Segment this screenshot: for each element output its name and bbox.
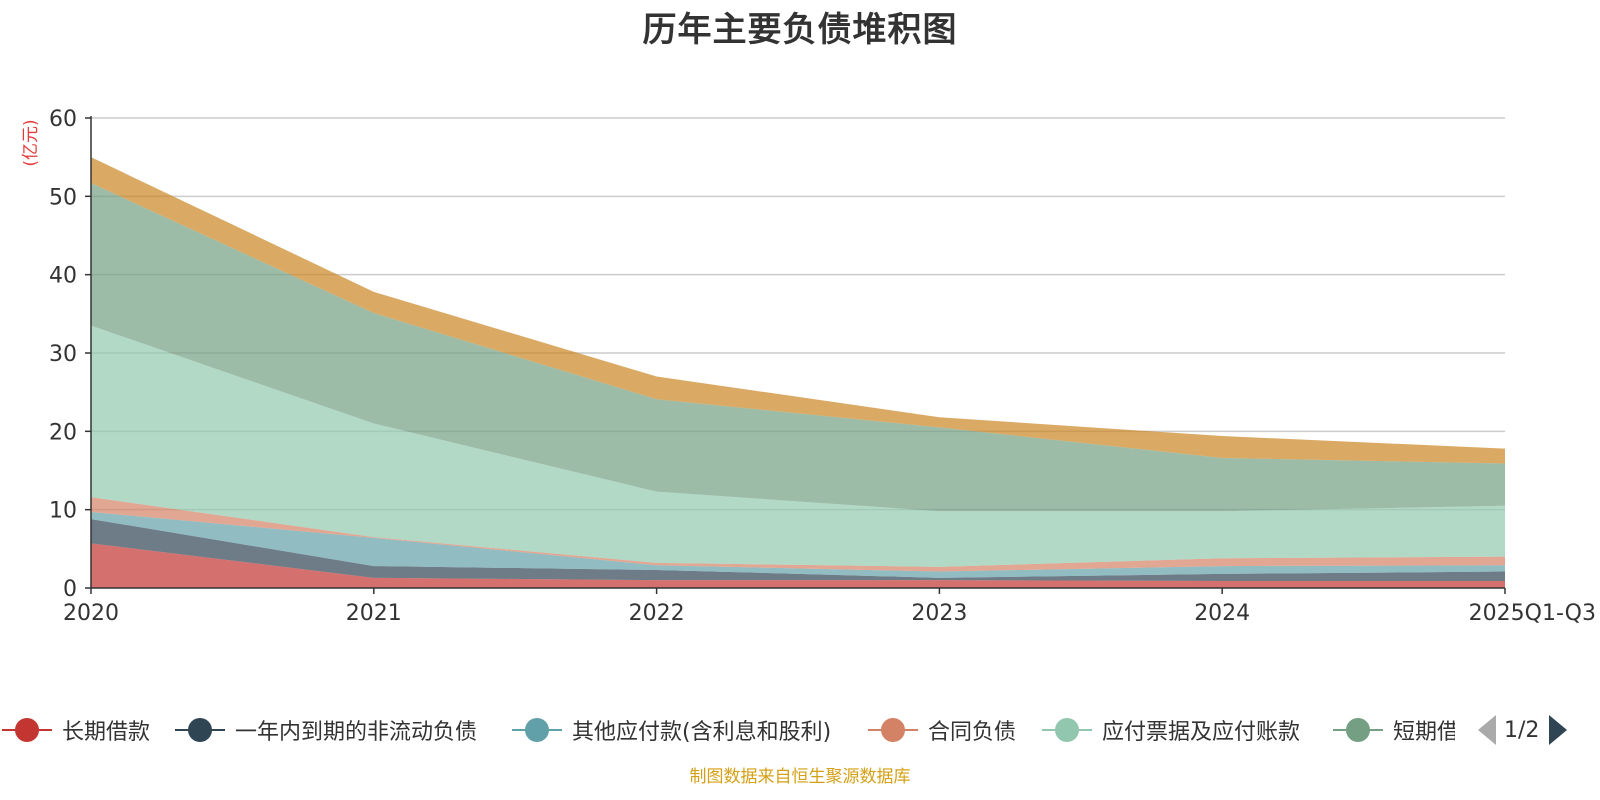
legend-label: 长期借款 bbox=[62, 720, 151, 745]
area-series-5[interactable] bbox=[91, 183, 1505, 512]
legend-marker-icon bbox=[175, 715, 225, 745]
legend-marker-icon bbox=[868, 715, 918, 745]
area-series-3[interactable] bbox=[91, 497, 1505, 572]
legend-item[interactable]: 应付票据及应付账款 bbox=[1042, 710, 1300, 750]
area-series-1[interactable] bbox=[91, 519, 1505, 581]
legend-prev-page-icon[interactable] bbox=[1478, 715, 1496, 745]
legend-item[interactable]: 合同负债 bbox=[868, 710, 1016, 750]
legend-label: 其他应付款(含利息和股利) bbox=[572, 720, 832, 745]
legend-item[interactable]: 短期借款 bbox=[1333, 710, 1455, 750]
y-tick-label: 0 bbox=[63, 577, 77, 602]
area-series-2[interactable] bbox=[91, 512, 1505, 578]
legend-pager: 1/2 bbox=[1478, 710, 1568, 750]
legend-item[interactable]: 长期借款 bbox=[2, 710, 150, 750]
legend-items: 长期借款 一年内到期的非流动负债 其他应付款(含利息和股利) 合同负债 应付票据及应付账… bbox=[0, 710, 1455, 750]
legend-label: 短期借款 bbox=[1393, 720, 1455, 745]
y-tick-label: 10 bbox=[49, 499, 77, 524]
y-tick-label: 50 bbox=[49, 185, 77, 210]
legend-page-indicator: 1/2 bbox=[1504, 717, 1540, 743]
area-series-6[interactable] bbox=[91, 157, 1505, 464]
legend-item[interactable]: 其他应付款(含利息和股利) bbox=[512, 710, 831, 750]
legend: 长期借款 一年内到期的非流动负债 其他应付款(含利息和股利) 合同负债 应付票据及应付账… bbox=[0, 710, 1600, 750]
legend-label: 一年内到期的非流动负债 bbox=[235, 720, 478, 745]
chart-title: 历年主要负债堆积图 bbox=[642, 10, 958, 50]
y-tick-label: 40 bbox=[49, 264, 77, 289]
x-tick-label: 2024 bbox=[1194, 601, 1250, 626]
legend-marker-icon bbox=[512, 715, 562, 745]
y-tick-label: 30 bbox=[49, 342, 77, 367]
x-tick-label: 2025Q1-Q3 bbox=[1469, 601, 1596, 626]
y-tick-label: 20 bbox=[49, 420, 77, 445]
legend-item[interactable]: 一年内到期的非流动负债 bbox=[175, 710, 477, 750]
legend-label: 应付票据及应付账款 bbox=[1102, 720, 1301, 745]
source-note: 制图数据来自恒生聚源数据库 bbox=[689, 767, 911, 787]
area-series-4[interactable] bbox=[91, 325, 1505, 567]
x-tick-label: 2023 bbox=[911, 601, 967, 626]
x-tick-label: 2022 bbox=[629, 601, 685, 626]
axis-labels: 0 10 20 30 40 50 60 2020 2021 2022 2023 2024 2025Q1-… bbox=[21, 107, 1596, 626]
x-tick-label: 2021 bbox=[346, 601, 402, 626]
legend-next-page-icon[interactable] bbox=[1549, 715, 1568, 745]
legend-label: 合同负债 bbox=[928, 720, 1017, 745]
legend-marker-icon bbox=[1333, 715, 1383, 745]
y-axis-unit-label: (亿元) bbox=[21, 119, 41, 166]
legend-marker-icon bbox=[2, 715, 52, 745]
legend-marker-icon bbox=[1042, 715, 1092, 745]
stacked-area-chart: 0 10 20 30 40 50 60 2020 2021 2022 2023 2024 2025Q1-… bbox=[21, 107, 1596, 626]
x-tick-label: 2020 bbox=[63, 601, 119, 626]
area-series-0[interactable] bbox=[91, 543, 1505, 588]
area-series bbox=[91, 157, 1505, 588]
y-tick-label: 60 bbox=[49, 107, 77, 132]
axes bbox=[85, 116, 1506, 594]
